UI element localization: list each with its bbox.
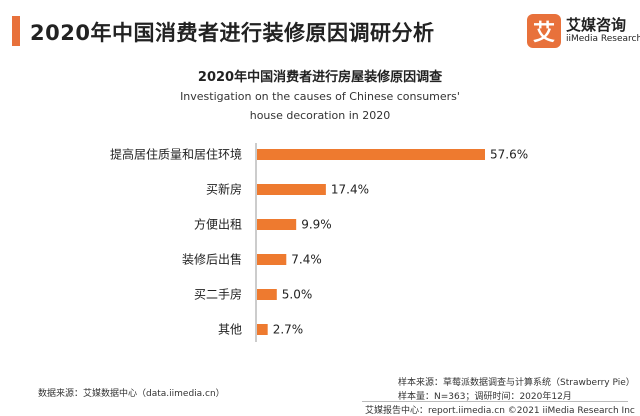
value-label: 5.0% <box>282 288 313 302</box>
category-label: 买新房 <box>206 182 242 197</box>
chart-subtitle-line-2: house decoration in 2020 <box>249 109 391 122</box>
data-source: 数据来源：艾媒数据中心（data.iimedia.cn） <box>38 389 225 399</box>
bar <box>257 254 287 265</box>
chart-subtitle-line-1: Investigation on the causes of Chinese c… <box>180 90 460 103</box>
category-label: 其他 <box>218 323 242 337</box>
value-label: 57.6% <box>490 148 528 162</box>
value-label: 9.9% <box>301 218 332 232</box>
sample-source: 样本来源：草莓派数据调查与计算系统（Strawberry Pie） <box>398 378 635 388</box>
value-label: 7.4% <box>291 253 322 267</box>
iimedia-logo-icon: 艾 <box>527 14 561 48</box>
bar <box>257 324 268 335</box>
bar <box>257 184 326 195</box>
category-label: 方便出租 <box>194 217 242 232</box>
page-title: 2020年中国消费者进行装修原因调研分析 <box>30 21 435 45</box>
sample-info: 样本量：N=363；调研时间：2020年12月 <box>398 392 572 402</box>
category-label: 提高居住质量和居住环境 <box>110 147 242 162</box>
title-accent-bar <box>12 16 20 46</box>
brand-name-en: iiMedia Research <box>566 34 640 44</box>
chart-title: 2020年中国消费者进行房屋装修原因调查 <box>197 70 443 85</box>
brand-name-cn: 艾媒咨询 <box>566 16 627 34</box>
category-label: 买二手房 <box>194 287 242 302</box>
category-label: 装修后出售 <box>182 252 242 267</box>
value-label: 2.7% <box>273 323 304 337</box>
bar <box>257 289 277 300</box>
footer-credit: 艾媒报告中心：report.iimedia.cn ©2021 iiMedia R… <box>365 406 635 416</box>
footer-divider <box>362 401 628 402</box>
value-label: 17.4% <box>331 183 369 197</box>
bar <box>257 219 297 230</box>
bar <box>257 149 485 160</box>
